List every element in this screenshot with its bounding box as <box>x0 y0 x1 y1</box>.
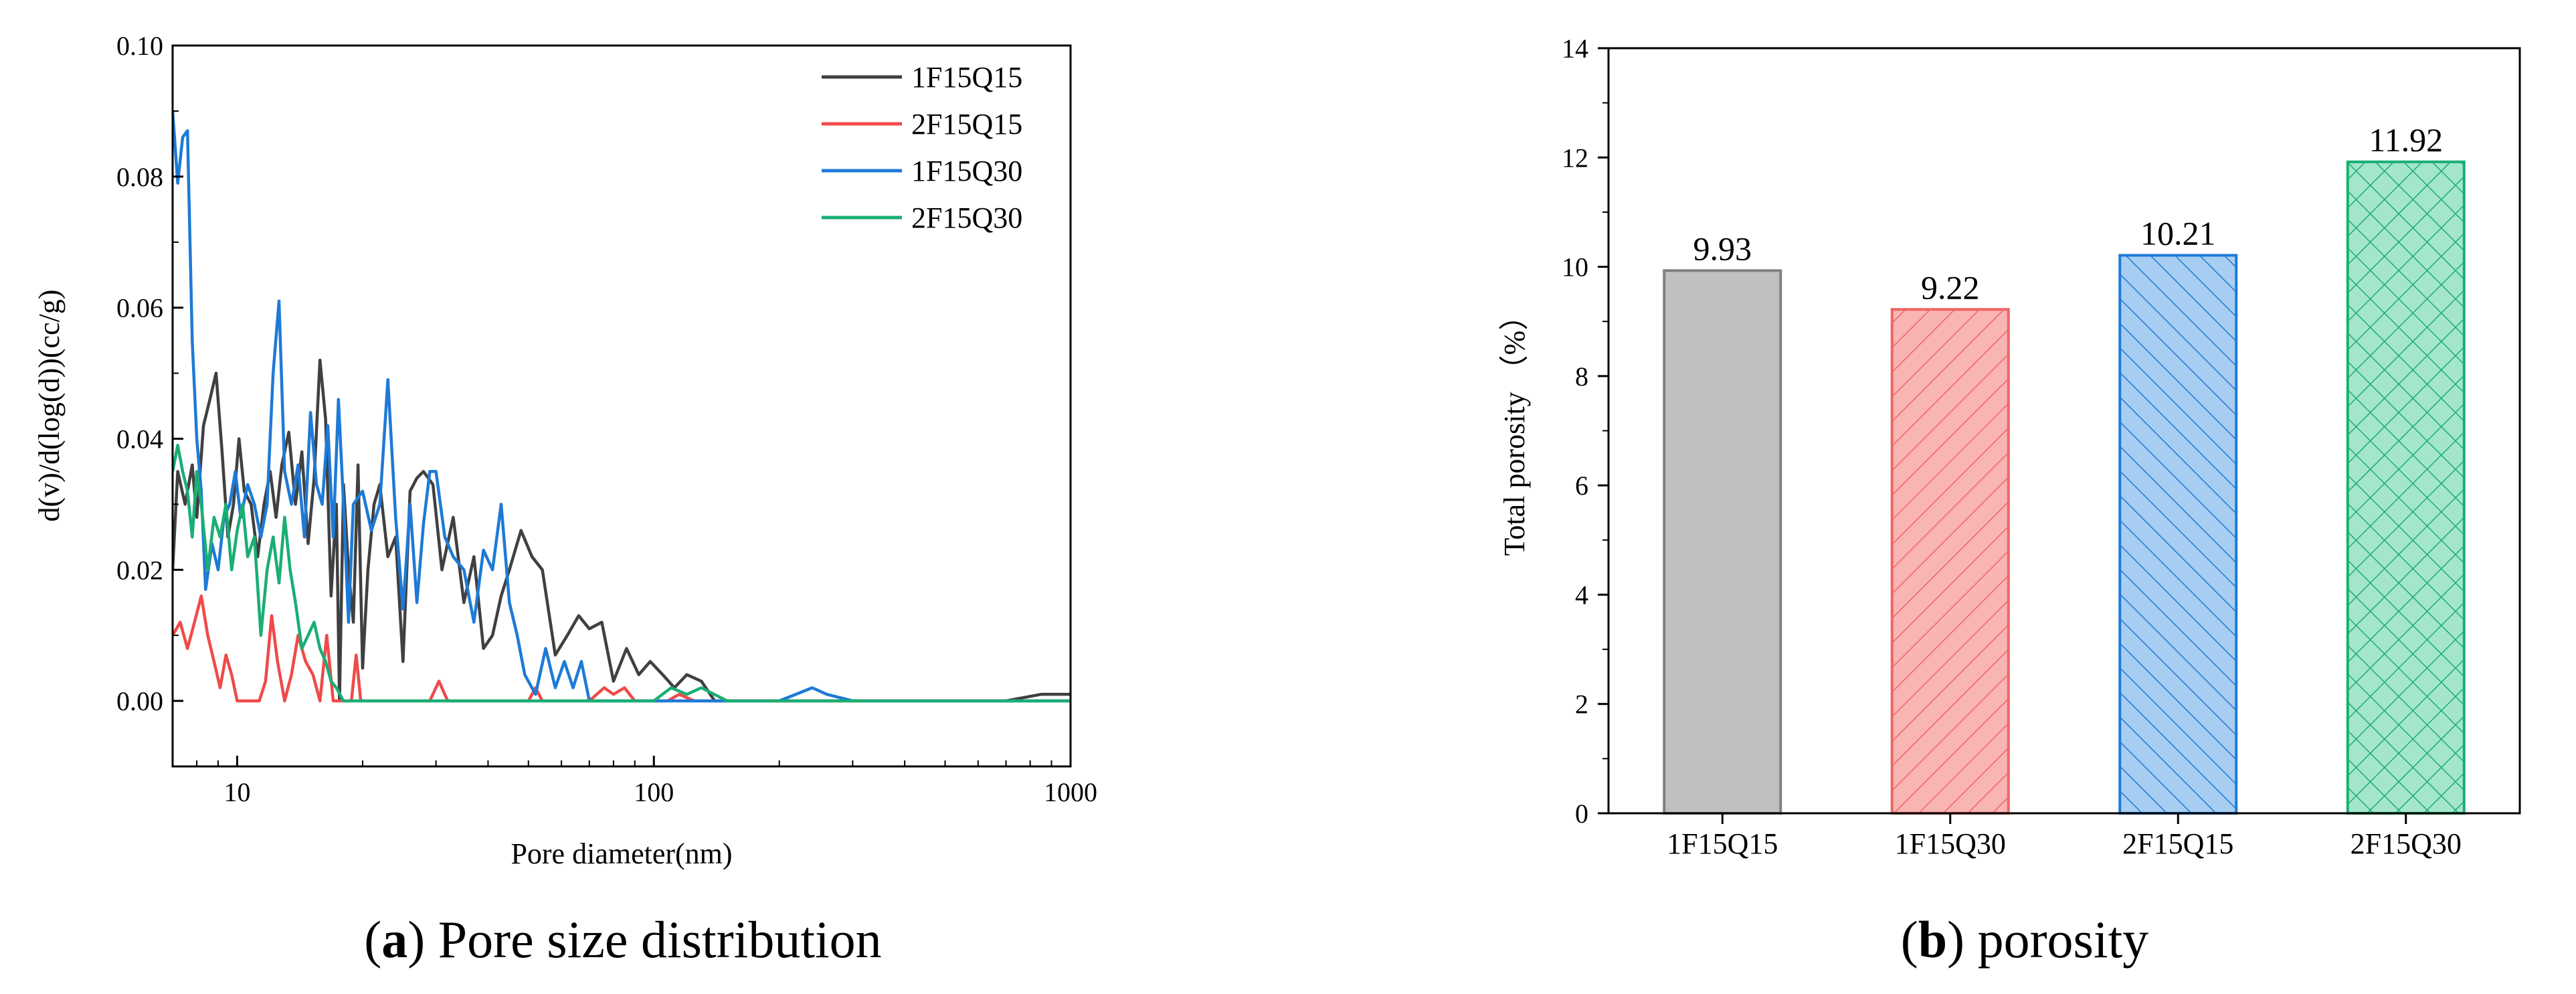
panel-b-y-tick-label: 14 <box>1562 33 1588 64</box>
panel-a-plot-frame <box>171 44 1072 768</box>
panel-b-x-tick-label: 2F15Q15 <box>2122 827 2233 860</box>
legend-label-1F15Q30: 1F15Q30 <box>911 155 1022 187</box>
panel-b-x-tick-label: 1F15Q15 <box>1667 827 1778 860</box>
panel-b-x-tick-label: 1F15Q30 <box>1895 827 2006 860</box>
panel-b-y-tick-label: 4 <box>1575 580 1588 610</box>
panel-a-pore-size-chart: 0.00 0.02 0.04 0.06 0.08 0.10 10 100 1000 Pore … <box>33 31 1097 870</box>
panel-a-x-tick-label: 1000 <box>1044 777 1097 807</box>
bar-1F15Q15 <box>1663 269 1782 815</box>
panel-b-y-tick-label: 10 <box>1562 252 1588 282</box>
caption-a: (a) Pore size distribution <box>364 910 881 969</box>
series-line-1F15Q30 <box>173 110 1071 703</box>
panel-b-y-tick-label: 0 <box>1575 799 1588 829</box>
legend-label-1F15Q15: 1F15Q15 <box>911 61 1022 94</box>
panel-b-y-axis-title: Total porosity （%） <box>1498 301 1531 556</box>
panel-a-y-tick-label: 0.00 <box>116 686 163 716</box>
series-line-2F15Q30 <box>173 443 1071 703</box>
panel-b-y-tick-label: 2 <box>1575 689 1588 720</box>
bar-2F15Q30 <box>2346 160 2466 815</box>
bar-value-label-2F15Q15: 10.21 <box>2140 214 2216 252</box>
bar-value-label-2F15Q30: 11.92 <box>2369 121 2443 159</box>
panel-a-y-tick-label: 0.04 <box>116 424 163 454</box>
panel-b-y-tick-label: 12 <box>1562 143 1588 173</box>
bar-1F15Q30 <box>1890 308 2010 815</box>
legend-label-2F15Q15: 2F15Q15 <box>911 108 1022 141</box>
panel-b-y-tick-label: 8 <box>1575 361 1588 392</box>
panel-a-x-tick-label: 10 <box>223 777 250 807</box>
panel-b-x-tick-label: 2F15Q30 <box>2351 827 2462 860</box>
panel-a-x-tick-label: 100 <box>634 777 674 807</box>
panel-a-y-tick-label: 0.10 <box>116 31 163 61</box>
panel-a-x-axis-title: Pore diameter(nm) <box>511 837 732 870</box>
panel-b-porosity-chart: 9.93 9.22 10.21 11.92 0 2 4 6 8 10 12 14 1F15Q15 1F… <box>1498 33 2521 860</box>
panel-a-y-axis-title: d(v)/d(log(d))(cc/g) <box>33 290 66 522</box>
bar-value-label-1F15Q30: 9.22 <box>1921 268 1980 306</box>
caption-b: (b) porosity <box>1901 910 2149 969</box>
series-line-2F15Q15 <box>173 594 1071 703</box>
legend-label-2F15Q30: 2F15Q30 <box>911 201 1022 234</box>
panel-a-legend: 1F15Q15 2F15Q15 1F15Q30 2F15Q30 <box>822 61 1022 234</box>
bar-value-label-1F15Q15: 9.93 <box>1693 230 1752 267</box>
panel-a-y-tick-label: 0.02 <box>116 555 163 585</box>
panel-b-y-tick-label: 6 <box>1575 471 1588 501</box>
series-line-1F15Q15 <box>173 358 1071 703</box>
panel-a-y-tick-label: 0.08 <box>116 162 163 192</box>
panel-a-y-tick-label: 0.06 <box>116 293 163 323</box>
bar-2F15Q15 <box>2118 254 2238 815</box>
